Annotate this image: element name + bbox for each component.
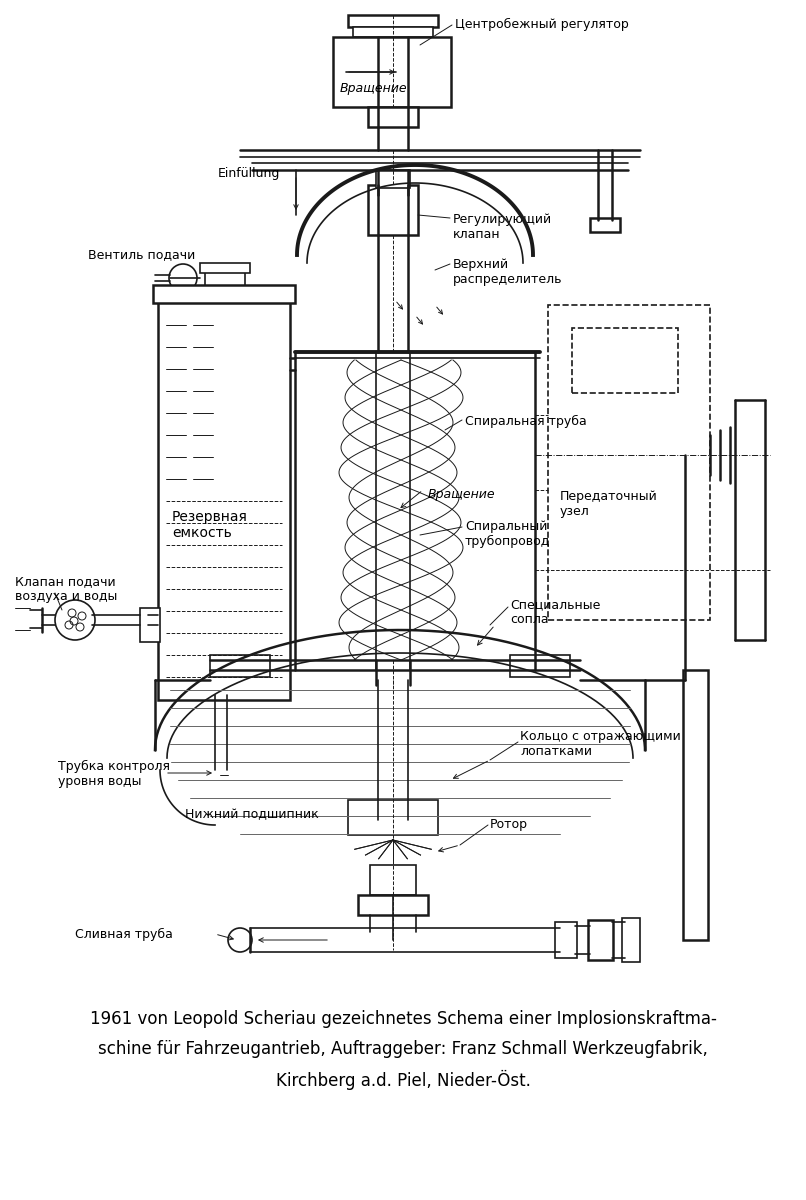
Text: Верхний
распределитель: Верхний распределитель xyxy=(453,258,563,286)
Text: Вращение: Вращение xyxy=(340,82,408,95)
Bar xyxy=(588,920,613,960)
Text: Сливная труба: Сливная труба xyxy=(75,928,172,941)
Bar xyxy=(153,284,295,302)
Bar xyxy=(140,608,160,642)
Text: Передаточный
узел: Передаточный узел xyxy=(560,490,658,518)
Bar xyxy=(353,26,433,37)
Text: Вращение: Вращение xyxy=(428,488,496,502)
Text: Регулирующий
клапан: Регулирующий клапан xyxy=(453,214,552,241)
Bar xyxy=(368,107,418,127)
Text: Нижний подшипник: Нижний подшипник xyxy=(185,808,318,821)
Bar xyxy=(333,37,451,107)
Text: Центробежный регулятор: Центробежный регулятор xyxy=(455,18,629,31)
Bar xyxy=(555,922,577,958)
Bar xyxy=(205,268,245,298)
Text: Резервная
емкость: Резервная емкость xyxy=(172,510,248,540)
Bar xyxy=(200,263,250,272)
Bar xyxy=(348,800,438,835)
Bar xyxy=(590,218,620,232)
Text: Клапан подачи
воздуха и воды: Клапан подачи воздуха и воды xyxy=(15,575,118,602)
Bar xyxy=(510,655,570,677)
Text: Спиральная труба: Спиральная труба xyxy=(465,415,587,428)
Text: Ротор: Ротор xyxy=(490,818,528,830)
Text: schine für Fahrzeugantrieb, Auftraggeber: Franz Schmall Werkzeugfabrik,: schine für Fahrzeugantrieb, Auftraggeber… xyxy=(98,1040,708,1058)
Text: Вентиль подачи: Вентиль подачи xyxy=(88,248,195,260)
Bar xyxy=(548,305,710,620)
Bar xyxy=(210,655,270,677)
Bar xyxy=(348,14,438,26)
Bar xyxy=(370,865,416,895)
Text: Трубка контроля
уровня воды: Трубка контроля уровня воды xyxy=(58,760,170,788)
Bar xyxy=(622,918,640,962)
Bar xyxy=(358,895,428,914)
Bar xyxy=(158,300,290,700)
Text: Einfüllung: Einfüllung xyxy=(218,167,280,180)
Bar xyxy=(200,295,250,305)
Bar xyxy=(572,328,678,392)
Text: 1961 von Leopold Scheriau gezeichnetes Schema einer Implosionskraftma-: 1961 von Leopold Scheriau gezeichnetes S… xyxy=(89,1010,717,1028)
Bar xyxy=(683,670,708,940)
Text: Специальные
сопла: Специальные сопла xyxy=(510,598,600,626)
Text: Kirchberg a.d. Piel, Nieder-Öst.: Kirchberg a.d. Piel, Nieder-Öst. xyxy=(276,1070,530,1090)
Bar xyxy=(376,170,410,188)
Text: Спиральный
трубопровод: Спиральный трубопровод xyxy=(465,520,550,548)
Text: Кольцо с отражающими
лопатками: Кольцо с отражающими лопатками xyxy=(520,730,681,758)
Bar xyxy=(368,185,418,235)
